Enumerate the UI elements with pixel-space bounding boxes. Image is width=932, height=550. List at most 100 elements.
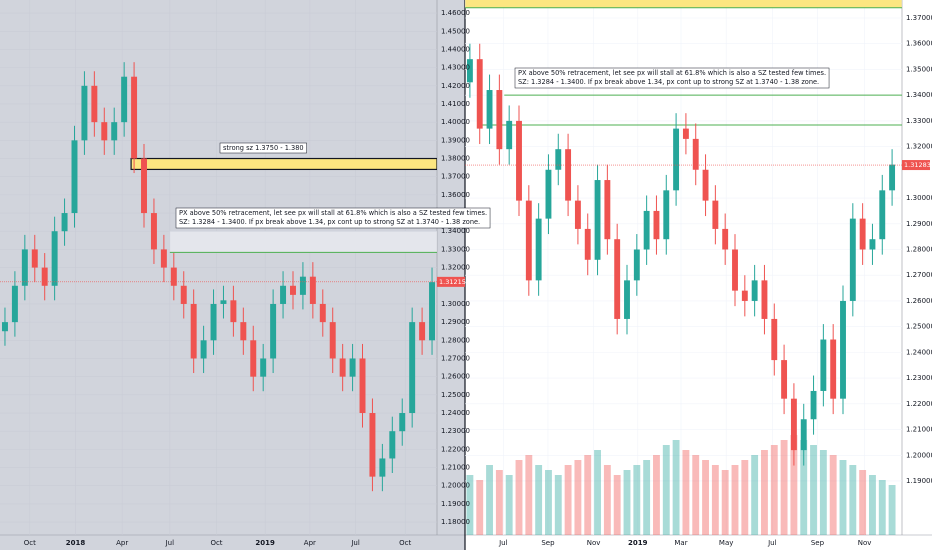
candle-body [516, 120, 522, 201]
candle-body [859, 218, 866, 250]
candle-body [663, 190, 670, 240]
candle-body [280, 285, 287, 304]
candle-body [771, 318, 778, 361]
y-tick-label: 1.25000 [441, 391, 470, 399]
y-tick-label: 1.41000 [441, 100, 470, 108]
volume-bar [859, 470, 867, 535]
volume-bar [486, 465, 493, 535]
volume-bar [495, 470, 503, 535]
y-tick-label: 1.32000 [441, 264, 470, 272]
candle-body [535, 218, 542, 281]
candle-body [409, 322, 416, 414]
candle-body [150, 213, 157, 250]
candle-body [141, 158, 147, 214]
candle-body [180, 285, 187, 304]
candle-body [820, 339, 827, 391]
y-tick-label: 1.24000 [441, 409, 470, 417]
candle-body [200, 340, 207, 359]
price-label: 1.31215 [439, 278, 466, 286]
x-tick-label: Nov [858, 539, 872, 547]
annotation-text: SZ: 1.3284 - 1.3400. If px break above 1… [518, 78, 819, 86]
x-tick-label: Apr [116, 539, 128, 547]
volume-bar [869, 475, 876, 535]
y-tick-label: 1.23000 [441, 427, 470, 435]
y-tick-label: 1.21000 [906, 426, 932, 434]
y-tick-label: 1.32000 [906, 143, 932, 151]
candle-body [574, 200, 581, 229]
candle-body [879, 190, 886, 240]
candle-body [682, 128, 689, 139]
candle-body [869, 239, 876, 250]
x-tick-label: Jul [767, 539, 777, 547]
candle-body [131, 76, 138, 159]
volume-bar [515, 460, 523, 535]
candle-body [633, 249, 640, 281]
volume-bar [702, 460, 709, 535]
candle-body [1, 322, 8, 332]
volume-bar [711, 465, 719, 535]
volume-bar [653, 455, 660, 535]
y-tick-label: 1.34000 [441, 227, 470, 235]
y-tick-label: 1.46000 [441, 9, 470, 17]
volume-bar [682, 450, 690, 535]
volume-bar [751, 455, 759, 535]
volume-bar [800, 440, 808, 535]
candle-body [210, 303, 217, 341]
y-tick-label: 1.37000 [906, 14, 932, 22]
candle-body [160, 249, 167, 268]
volume-bar [878, 480, 886, 535]
y-tick-label: 1.24000 [906, 348, 932, 356]
y-tick-label: 1.38000 [441, 155, 470, 163]
y-tick-label: 1.19000 [906, 477, 932, 485]
x-tick-label: Oct [24, 539, 36, 547]
volume-bar [731, 465, 739, 535]
candle-body [81, 85, 88, 141]
y-tick-label: 1.39000 [441, 136, 470, 144]
candle-body [369, 413, 376, 477]
candle-body [309, 276, 316, 304]
right-plot [465, 0, 902, 535]
y-tick-label: 1.27000 [441, 354, 470, 362]
y-tick-label: 1.23000 [906, 374, 932, 382]
candle-body [111, 122, 118, 141]
y-tick-label: 1.18000 [441, 518, 470, 526]
y-tick-label: 1.22000 [441, 445, 470, 453]
y-tick-label: 1.20000 [906, 451, 932, 459]
y-tick-label: 1.42000 [441, 82, 470, 90]
y-tick-label: 1.25000 [906, 323, 932, 331]
candle-body [349, 358, 356, 377]
volume-bar [810, 445, 817, 535]
volume-bar [545, 470, 552, 535]
y-tick-label: 1.34000 [906, 91, 932, 99]
zone-label: strong sz 1.3750 - 1.380 [223, 144, 304, 152]
y-tick-label: 1.20000 [441, 482, 470, 490]
price-label-box [902, 160, 930, 171]
candle-body [170, 267, 177, 286]
candle-body [506, 120, 513, 150]
x-tick-label: May [719, 539, 733, 547]
left-plot [0, 0, 437, 535]
y-tick-label: 1.30000 [906, 194, 932, 202]
y-tick-label: 1.44000 [441, 45, 470, 53]
price-label-box [437, 276, 465, 287]
candle-body [830, 339, 837, 399]
x-tick-label: Mar [674, 539, 687, 547]
candle-body [781, 360, 788, 399]
y-tick-label: 1.26000 [906, 297, 932, 305]
candle-body [486, 90, 493, 129]
volume-bar [584, 455, 592, 535]
y-tick-label: 1.40000 [441, 118, 470, 126]
candle-body [299, 276, 306, 295]
zone [130, 157, 437, 171]
x-tick-label: 2019 [628, 539, 648, 547]
candle-body [525, 200, 532, 281]
price-label: 1.31283 [904, 161, 931, 169]
annotation-box [514, 67, 830, 89]
volume-bar [819, 450, 827, 535]
candle-body [496, 90, 503, 150]
volume-bar [761, 450, 768, 535]
volume-bar [505, 475, 513, 535]
candle-body [319, 303, 326, 323]
volume-bar [594, 450, 601, 535]
